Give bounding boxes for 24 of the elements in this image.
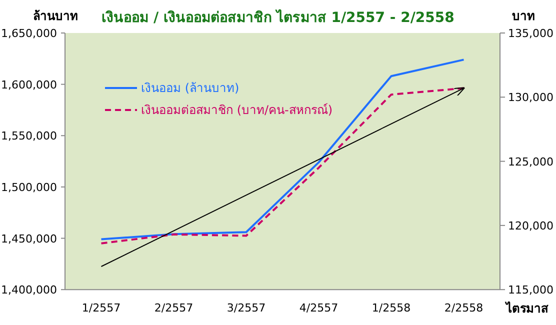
- y-tick-label: 1,400,000: [1, 284, 57, 297]
- y2-tick-label: 125,000: [508, 155, 554, 168]
- y2-axis-title: บาท: [512, 9, 535, 23]
- x-axis-title: ไตรมาส: [504, 300, 549, 316]
- x-tick-label: 1/2557: [82, 302, 121, 315]
- y2-tick-label: 135,000: [508, 27, 554, 40]
- x-tick-label: 4/2557: [299, 302, 338, 315]
- line-series: [100, 58, 465, 240]
- y-tick-label: 1,450,000: [1, 232, 57, 246]
- y-tick-label: 1,600,000: [1, 78, 57, 92]
- x-tick-label: 1/2558: [372, 302, 411, 315]
- x-tick-label: 3/2557: [226, 302, 266, 315]
- y-tick-label: 1,500,000: [1, 180, 57, 194]
- y-tick-label: 1,550,000: [1, 130, 57, 143]
- x-tick-label: 2/2558: [444, 302, 484, 315]
- y2-tick-label: 115,000: [508, 284, 554, 297]
- y2-tick-label: 130,000: [508, 91, 554, 104]
- y-tick-label: 1,650,000: [1, 27, 57, 40]
- legend-label: เงินออมต่อสมาชิก (บาท/คน-สหกรณ์): [141, 103, 333, 117]
- x-tick-label: 2/2557: [154, 302, 194, 315]
- y-axis-title: ล้านบาท: [33, 9, 78, 23]
- y2-tick-label: 120,000: [508, 219, 554, 232]
- chart-title: เงินออม / เงินออมต่อสมาชิก ไตรมาส 1/2557 - 2/2558: [102, 8, 454, 26]
- legend-label: เงินออม (ล้านบาท): [141, 81, 240, 95]
